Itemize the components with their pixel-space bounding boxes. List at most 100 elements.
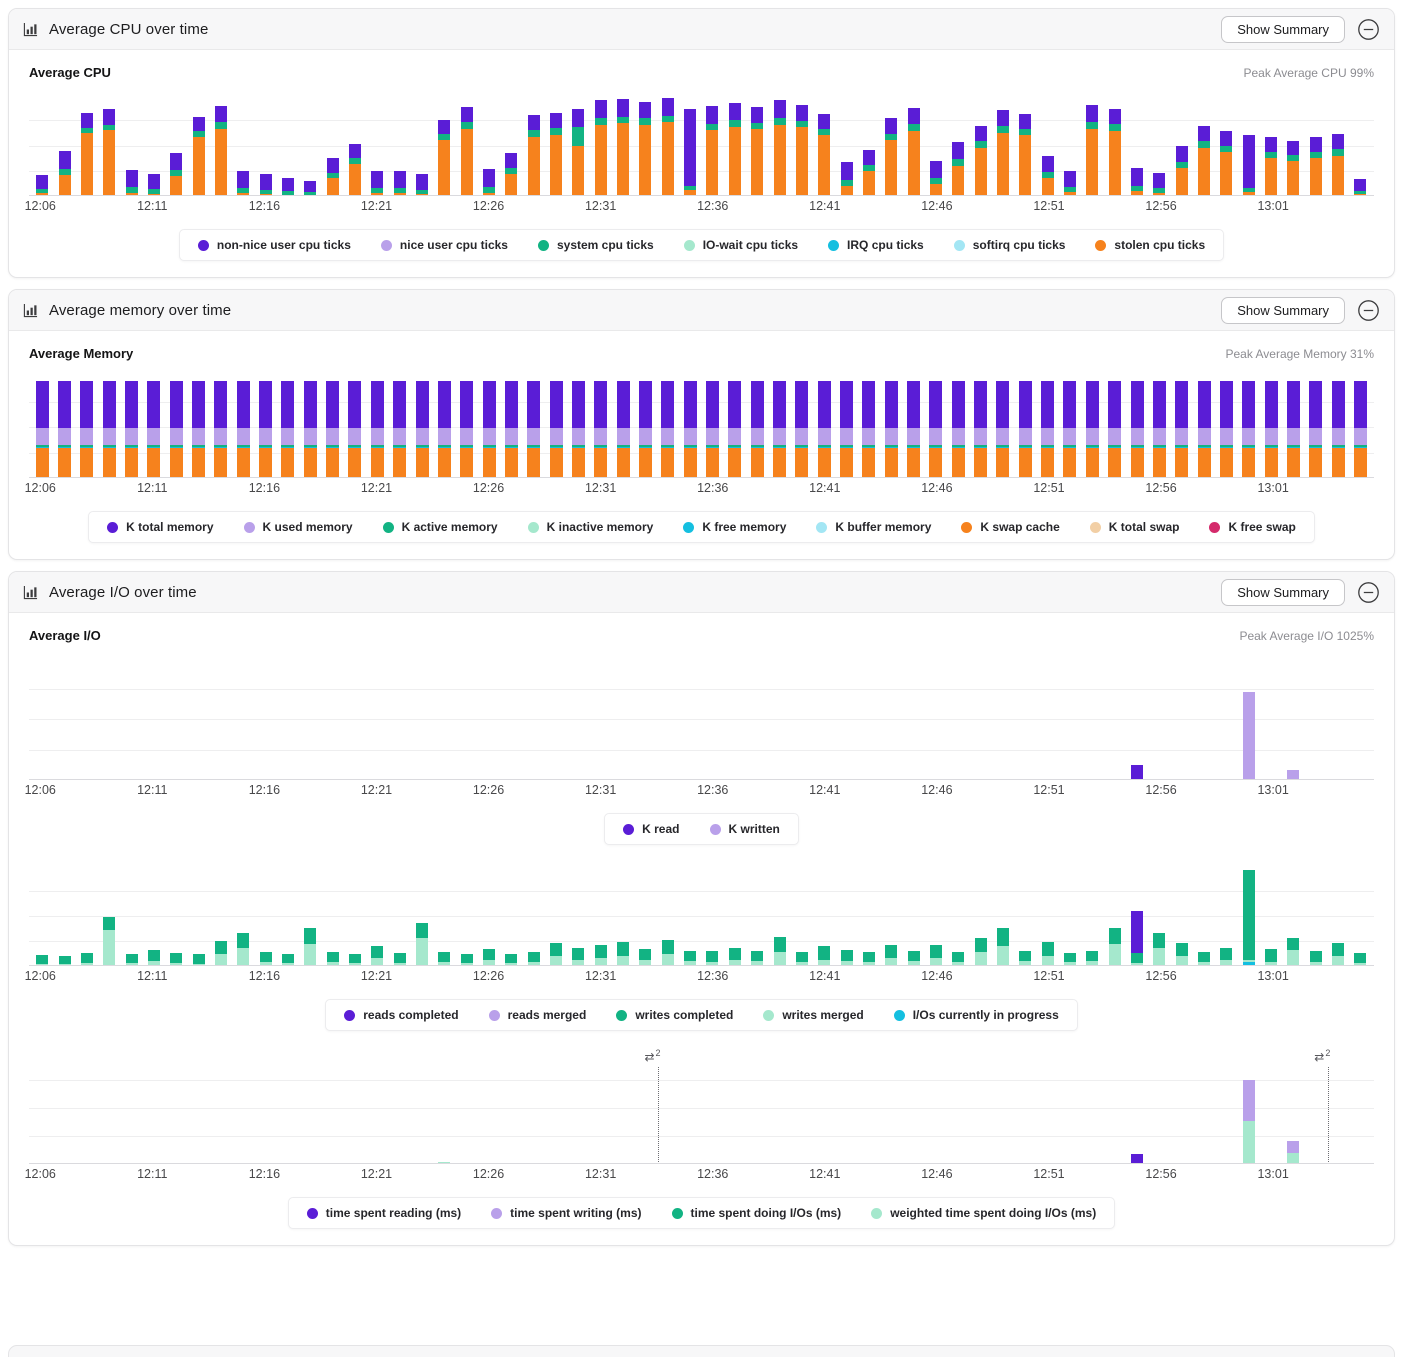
bar[interactable] — [102, 376, 116, 478]
bar[interactable] — [1264, 376, 1278, 478]
bar[interactable] — [438, 658, 450, 780]
bar[interactable] — [483, 866, 496, 966]
bar[interactable] — [103, 1052, 115, 1164]
bar[interactable] — [1242, 866, 1255, 966]
bar[interactable] — [571, 376, 585, 478]
bar[interactable] — [639, 866, 652, 966]
bar[interactable] — [125, 95, 138, 196]
bar[interactable] — [728, 376, 742, 478]
bar[interactable] — [415, 376, 429, 478]
bar[interactable] — [952, 1052, 964, 1164]
bar[interactable] — [236, 376, 250, 478]
bar[interactable] — [215, 1052, 227, 1164]
bar[interactable] — [773, 95, 786, 196]
bar[interactable] — [1309, 95, 1322, 196]
bar[interactable] — [929, 376, 943, 478]
bar[interactable] — [103, 95, 116, 196]
legend-item[interactable]: time spent writing (ms) — [491, 1206, 642, 1220]
bar[interactable] — [617, 1052, 629, 1164]
bar[interactable] — [841, 1052, 853, 1164]
bar[interactable] — [751, 658, 763, 780]
bar[interactable] — [1041, 95, 1054, 196]
legend-item[interactable]: IO-wait cpu ticks — [683, 238, 798, 252]
bar[interactable] — [1153, 658, 1165, 780]
bar[interactable] — [617, 866, 630, 966]
legend-item[interactable]: K free memory — [683, 520, 786, 534]
bar[interactable] — [528, 1052, 540, 1164]
bar[interactable] — [281, 95, 294, 196]
bar[interactable] — [975, 1052, 987, 1164]
bar[interactable] — [997, 658, 1009, 780]
bar[interactable] — [259, 866, 272, 966]
bar[interactable] — [81, 658, 93, 780]
bar[interactable] — [796, 658, 808, 780]
bar[interactable] — [617, 95, 630, 196]
bar[interactable] — [840, 866, 853, 966]
bar[interactable] — [349, 1052, 361, 1164]
bar[interactable] — [617, 658, 629, 780]
bar[interactable] — [80, 95, 93, 196]
bar[interactable] — [862, 95, 875, 196]
bar[interactable] — [1019, 866, 1032, 966]
bar[interactable] — [1175, 95, 1188, 196]
bar[interactable] — [148, 1052, 160, 1164]
bar[interactable] — [706, 658, 718, 780]
bar[interactable] — [639, 658, 651, 780]
bar[interactable] — [572, 95, 585, 196]
bar[interactable] — [1198, 658, 1210, 780]
minus-circle-icon[interactable] — [1357, 581, 1380, 604]
bar[interactable] — [1265, 95, 1278, 196]
bar[interactable] — [1131, 658, 1144, 780]
bar[interactable] — [1332, 658, 1344, 780]
bar[interactable] — [281, 866, 294, 966]
bar[interactable] — [1198, 95, 1211, 196]
bar[interactable] — [1332, 1052, 1344, 1164]
bar[interactable] — [1130, 376, 1144, 478]
bar[interactable] — [1309, 376, 1323, 478]
bar[interactable] — [237, 95, 250, 196]
bar[interactable] — [572, 866, 585, 966]
bar[interactable] — [1310, 1052, 1322, 1164]
bar[interactable] — [192, 866, 205, 966]
bar[interactable] — [907, 95, 920, 196]
legend-item[interactable]: nice user cpu ticks — [380, 238, 508, 252]
bar[interactable] — [1063, 376, 1077, 478]
legend-item[interactable]: K inactive memory — [527, 520, 653, 534]
bar[interactable] — [1176, 658, 1188, 780]
bar[interactable] — [125, 376, 139, 478]
bar[interactable] — [170, 866, 183, 966]
bar[interactable] — [595, 658, 607, 780]
bar[interactable] — [684, 866, 697, 966]
bar[interactable] — [438, 95, 451, 196]
bar[interactable] — [1354, 658, 1366, 780]
legend-item[interactable]: reads completed — [344, 1008, 459, 1022]
bar[interactable] — [193, 1052, 205, 1164]
bar[interactable] — [1042, 1052, 1054, 1164]
bar[interactable] — [260, 1052, 272, 1164]
bar[interactable] — [36, 95, 49, 196]
bar[interactable] — [214, 376, 228, 478]
bar[interactable] — [572, 1052, 584, 1164]
legend-item[interactable]: writes completed — [616, 1008, 733, 1022]
bar[interactable] — [684, 95, 697, 196]
bar[interactable] — [795, 376, 809, 478]
bar[interactable] — [1286, 376, 1300, 478]
bar[interactable] — [1086, 95, 1099, 196]
bar[interactable] — [58, 866, 71, 966]
bar[interactable] — [773, 866, 786, 966]
bar[interactable] — [729, 1052, 741, 1164]
bar[interactable] — [1287, 1052, 1300, 1164]
bar[interactable] — [885, 866, 898, 966]
bar[interactable] — [1353, 376, 1367, 478]
io-operations-chart[interactable] — [29, 866, 1374, 966]
bar[interactable] — [974, 95, 987, 196]
bar[interactable] — [706, 1052, 718, 1164]
bar[interactable] — [1175, 376, 1189, 478]
legend-item[interactable]: K written — [709, 822, 780, 836]
bar[interactable] — [1242, 658, 1255, 780]
bar[interactable] — [773, 376, 787, 478]
legend-item[interactable]: stolen cpu ticks — [1095, 238, 1205, 252]
bar[interactable] — [796, 1052, 808, 1164]
bar[interactable] — [706, 866, 719, 966]
bar[interactable] — [505, 658, 517, 780]
